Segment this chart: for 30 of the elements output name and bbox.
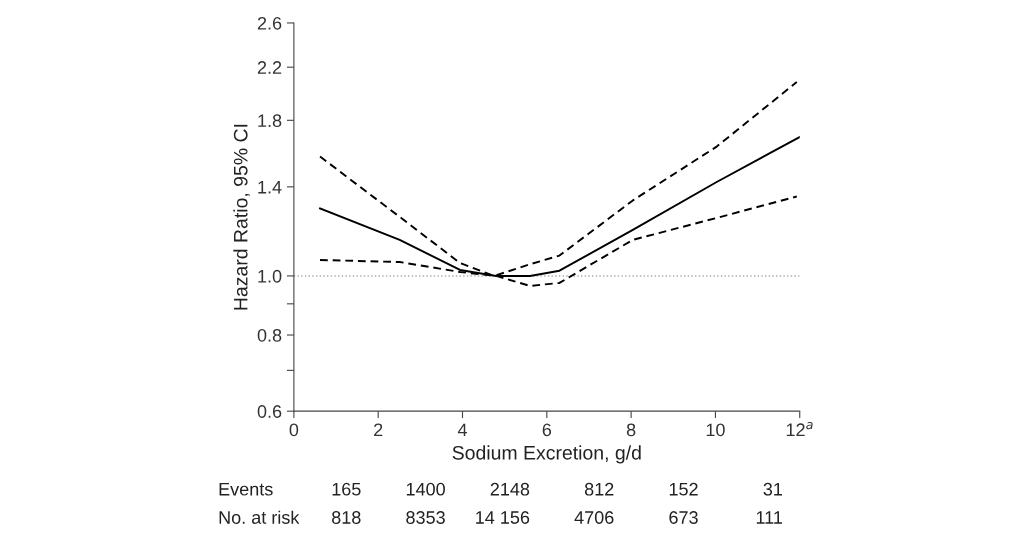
text: 111: [756, 511, 782, 524]
x-tick-label: 8: [626, 423, 636, 437]
x-axis-title: Sodium Excretion, g/d: [452, 445, 641, 464]
y-tick-label: 0.8: [257, 328, 282, 342]
text: 14 156: [476, 511, 530, 524]
text: 165: [332, 482, 361, 496]
text: 2148: [490, 482, 530, 496]
y-tick-label: 2.2: [257, 61, 282, 74]
x-tick-label: 2: [374, 423, 383, 437]
y-tick-label: 1.8: [258, 114, 282, 128]
text: 152: [669, 482, 698, 496]
y-axis-title: Hazard Ratio, 95% CI: [233, 124, 250, 310]
x-tick-label: 4: [457, 423, 467, 437]
text: No. at risk: [219, 510, 300, 524]
y-tick-label: 1.4: [258, 180, 282, 194]
x-tick-label: 12$^{a}$: [786, 421, 813, 436]
x-tick-label: 0: [289, 423, 299, 437]
text: 812: [584, 482, 614, 496]
text: Events: [219, 482, 273, 496]
text: 8353: [406, 511, 445, 524]
text: 673: [669, 511, 698, 524]
y-tick-label: 0.6: [257, 405, 282, 418]
x-tick-label: 10: [706, 423, 725, 437]
text: 4706: [574, 511, 614, 524]
text: 31: [763, 482, 782, 496]
text: 1400: [406, 482, 445, 496]
y-tick-label: 2.6: [257, 16, 282, 30]
text: 818: [332, 511, 361, 524]
y-tick-label: 1.0: [258, 269, 282, 283]
x-tick-label: 6: [542, 423, 552, 437]
